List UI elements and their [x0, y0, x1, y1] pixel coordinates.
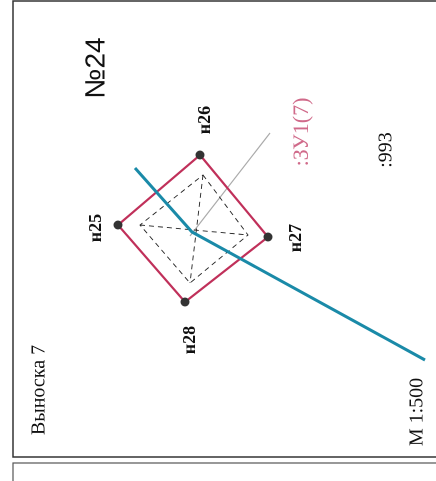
parcel-label: :ЗУ1(7) — [288, 98, 313, 167]
title: №24 — [79, 37, 110, 98]
callout-label: Выноска 7 — [28, 345, 50, 435]
inner-lines — [139, 174, 249, 284]
node-label: н28 — [179, 326, 199, 354]
node-label: н26 — [194, 106, 214, 134]
lower-frame — [12, 462, 436, 481]
node-label: н25 — [85, 214, 105, 242]
node-points — [113, 150, 273, 307]
node-label: н27 — [285, 224, 305, 252]
parcel-label: :993 — [375, 132, 397, 168]
frame — [12, 0, 436, 458]
guide-line — [189, 132, 271, 237]
boundary-line — [133, 167, 426, 362]
scale-label: М 1:500 — [406, 378, 428, 446]
